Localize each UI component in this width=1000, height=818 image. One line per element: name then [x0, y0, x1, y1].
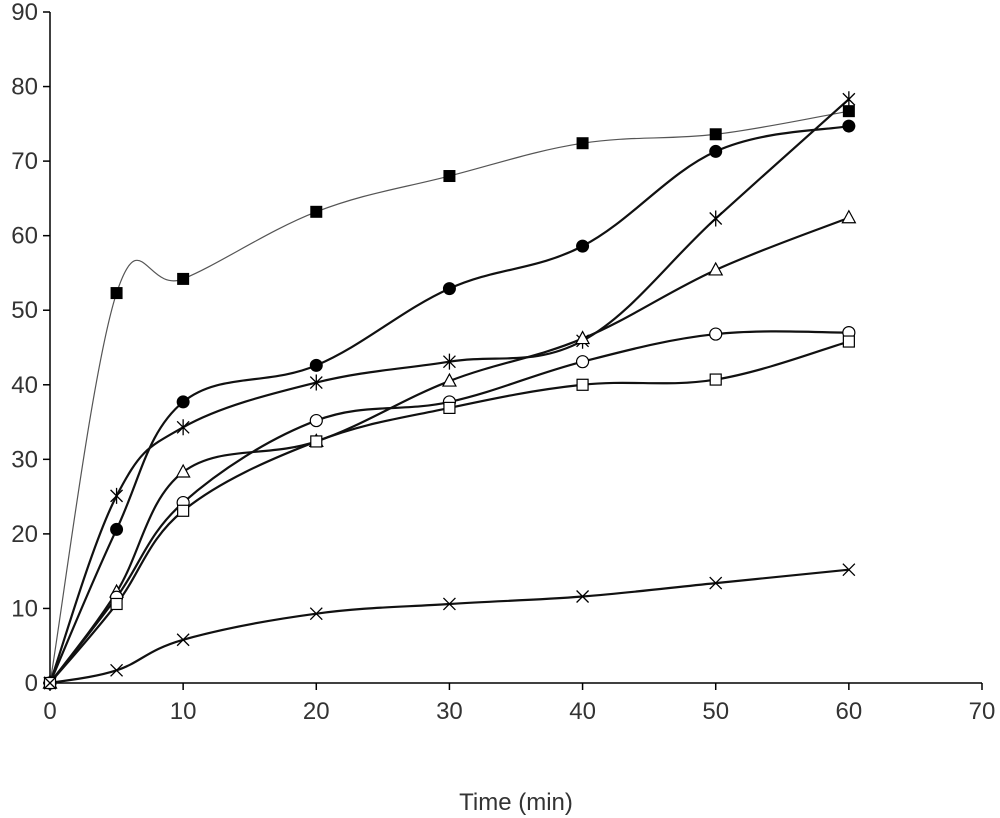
filled-square-marker	[576, 137, 589, 150]
x-cross-marker	[176, 633, 190, 647]
x-tick-label: 30	[436, 698, 463, 725]
open-triangle-marker	[441, 372, 457, 387]
y-tick-label: 80	[11, 74, 38, 101]
x-tick-label: 50	[702, 698, 729, 725]
x-tick-label: 70	[969, 698, 996, 725]
open-square-marker	[310, 435, 323, 448]
y-tick-label: 40	[11, 372, 38, 399]
y-tick-label: 60	[11, 223, 38, 250]
y-tick-label: 20	[11, 521, 38, 548]
asterisk-marker	[176, 419, 190, 436]
x-tick-label: 20	[303, 698, 330, 725]
y-tick-label: 50	[11, 297, 38, 324]
open-square-marker	[177, 504, 190, 517]
filled-square-marker	[177, 272, 190, 285]
x-cross-marker	[709, 576, 723, 590]
series-line	[49, 330, 849, 684]
open-square-marker	[110, 597, 123, 611]
y-tick-label: 30	[11, 446, 38, 473]
filled-circle-marker	[576, 239, 590, 253]
filled-square-marker	[443, 170, 456, 183]
y-tick-label: 70	[11, 148, 38, 175]
asterisk-marker	[709, 210, 723, 227]
x-cross-marker	[309, 607, 323, 621]
x-cross-marker	[43, 676, 57, 690]
x-cross-marker	[442, 597, 456, 611]
open-triangle-marker	[841, 209, 857, 224]
series-line	[48, 124, 850, 684]
series-line	[49, 340, 850, 684]
filled-square-marker	[842, 105, 855, 118]
y-tick-label: 90	[11, 0, 38, 26]
filled-circle-marker	[176, 395, 190, 409]
series-line	[48, 98, 850, 684]
open-circle-marker	[575, 355, 590, 369]
filled-circle-marker	[709, 144, 723, 158]
open-square-marker	[576, 378, 589, 391]
open-square-marker	[443, 401, 456, 414]
open-triangle-marker	[708, 261, 724, 276]
filled-square-marker	[110, 287, 123, 300]
x-tick-label: 60	[836, 698, 863, 725]
series-curves	[48, 98, 850, 685]
asterisk-marker	[842, 91, 856, 108]
tick-group: 0 10 20 30 40 50 60 70 0 10 20 30 40 50 60 70 80 90	[11, 0, 995, 725]
open-triangle-marker	[175, 463, 191, 478]
x-cross-marker	[110, 663, 124, 677]
open-circle-marker	[309, 413, 323, 428]
asterisk-marker	[110, 487, 124, 504]
x-tick-label: 40	[569, 698, 596, 725]
series-markers	[42, 91, 857, 691]
y-tick-label: 10	[11, 595, 38, 622]
filled-square-marker	[310, 205, 323, 218]
asterisk-marker	[442, 353, 456, 370]
open-square-marker	[842, 335, 855, 348]
x-cross-marker	[842, 563, 856, 577]
open-triangle-marker	[575, 330, 591, 345]
filled-circle-marker	[842, 119, 856, 133]
x-cross-marker	[576, 590, 590, 603]
x-tick-label: 10	[170, 698, 197, 725]
filled-square-marker	[709, 128, 722, 141]
axes	[49, 12, 982, 684]
filled-circle-marker	[309, 358, 323, 372]
x-tick-label: 0	[43, 698, 56, 725]
x-axis-title: Time (min)	[459, 789, 573, 816]
series-line	[49, 568, 849, 685]
filled-circle-marker	[442, 282, 456, 296]
asterisk-marker	[309, 374, 323, 391]
filled-circle-marker	[110, 522, 124, 536]
y-tick-label: 0	[25, 670, 38, 697]
open-circle-marker	[709, 327, 723, 341]
open-square-marker	[709, 373, 722, 386]
series-line	[49, 216, 850, 684]
